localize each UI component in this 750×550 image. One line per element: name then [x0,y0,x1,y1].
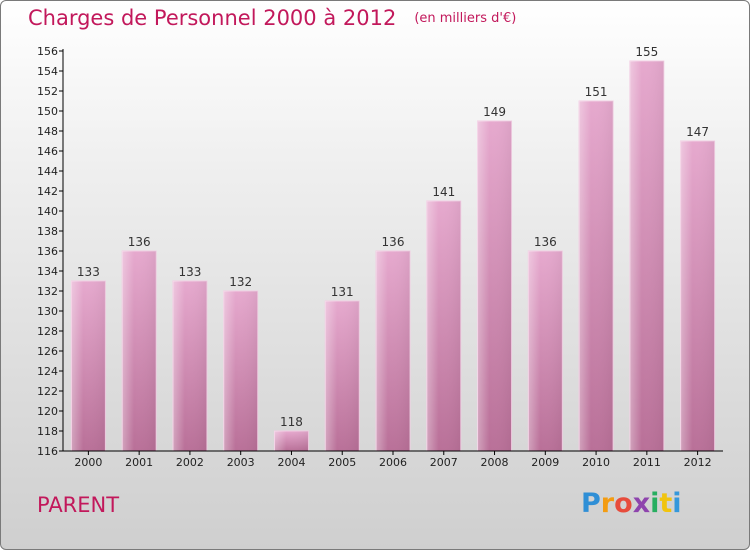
bar-value-label: 149 [483,105,506,119]
y-tick-label: 132 [37,285,58,298]
x-tick-label: 2000 [74,456,102,469]
y-tick-label: 116 [37,445,58,458]
y-tick-label: 152 [37,85,58,98]
x-tick-label: 2010 [582,456,610,469]
bar-shine [71,281,106,451]
chart-subtitle: (en milliers d'€) [414,11,517,26]
logo-letter: o [614,488,633,519]
logo-letter: r [600,488,615,519]
x-tick-label: 2005 [328,456,356,469]
y-tick-label: 134 [37,265,58,278]
bar-value-label: 133 [77,265,100,279]
bar-shine [528,251,563,451]
bar-shine [274,431,309,451]
bar-shine [172,281,207,451]
x-tick-label: 2012 [684,456,712,469]
logo-letter: i [650,488,660,519]
y-tick-label: 120 [37,405,58,418]
x-tick-label: 2006 [379,456,407,469]
y-tick-label: 146 [37,145,58,158]
logo-letter: t [659,488,673,519]
proxiti-logo: Proxiti [581,488,682,519]
x-tick-label: 2007 [430,456,458,469]
bar-value-label: 141 [432,185,455,199]
y-tick-label: 140 [37,205,58,218]
commune-name: PARENT [37,493,120,517]
bar-value-label: 151 [585,85,608,99]
y-tick-label: 148 [37,125,58,138]
bar-value-label: 118 [280,415,303,429]
x-tick-label: 2011 [633,456,661,469]
x-tick-label: 2001 [125,456,153,469]
bar-value-label: 147 [686,125,709,139]
chart-title: Charges de Personnel 2000 à 2012 (en mill… [28,6,516,30]
bar-value-label: 136 [128,235,151,249]
bar-value-label: 131 [331,285,354,299]
x-tick-label: 2004 [277,456,305,469]
logo-letter: P [581,488,601,519]
bar-value-label: 132 [229,275,252,289]
y-tick-label: 124 [37,365,58,378]
bar-shine [629,61,664,451]
y-tick-label: 156 [37,45,58,58]
bar-shine [426,201,461,451]
y-tick-label: 154 [37,65,58,78]
y-tick-label: 150 [37,105,58,118]
x-tick-label: 2009 [531,456,559,469]
bar-value-label: 136 [534,235,557,249]
bar-shine [122,251,157,451]
x-tick-label: 2002 [176,456,204,469]
bar-value-label: 133 [178,265,201,279]
y-tick-label: 144 [37,165,58,178]
y-tick-label: 118 [37,425,58,438]
bar-shine [325,301,360,451]
logo-letter: x [632,488,651,519]
chart-title-text: Charges de Personnel 2000 à 2012 [28,6,397,30]
bar-shine [680,141,715,451]
x-tick-label: 2008 [481,456,509,469]
y-tick-label: 122 [37,385,58,398]
y-tick-label: 126 [37,345,58,358]
bar-shine [579,101,614,451]
bar-value-label: 136 [382,235,405,249]
y-tick-label: 128 [37,325,58,338]
y-tick-label: 136 [37,245,58,258]
bar-shine [223,291,258,451]
x-tick-label: 2003 [227,456,255,469]
logo-letter: i [672,488,682,519]
y-tick-label: 142 [37,185,58,198]
bar-value-label: 155 [635,45,658,59]
y-tick-label: 138 [37,225,58,238]
bar-shine [376,251,410,451]
y-tick-label: 130 [37,305,58,318]
bar-shine [477,121,512,451]
